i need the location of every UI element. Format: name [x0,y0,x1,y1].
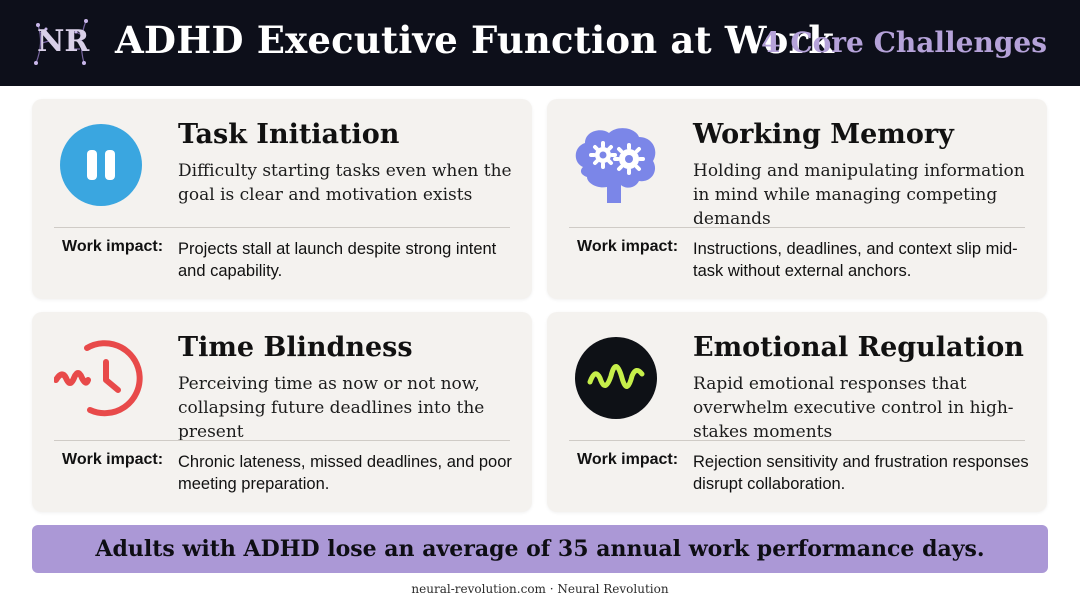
header-bar: NR ADHD Executive Function at Work 4 Cor… [0,0,1080,86]
impact-label: Work impact: [577,451,679,468]
impact-text: Rejection sensitivity and frustration re… [693,453,1029,493]
svg-text:NR: NR [37,24,90,59]
card-description: Perceiving time as now or not now, colla… [178,374,485,442]
card-title: Working Memory [693,119,954,150]
card-working-memory: Working Memory Holding and manipulating … [547,99,1047,299]
banner-text: Adults with ADHD lose an average of 35 a… [95,536,985,562]
card-title: Task Initiation [178,119,400,150]
brain-gears-icon [575,128,656,203]
card-title: Emotional Regulation [693,332,1024,363]
pause-icon [60,124,142,206]
impact-label: Work impact: [577,238,679,255]
impact-text: Chronic lateness, missed deadlines, and … [178,453,512,493]
page-title: ADHD Executive Function at Work [115,18,835,62]
clock-icon [54,340,143,417]
impact-label: Work impact: [62,451,164,468]
card-divider [569,227,1025,228]
impact-text: Projects stall at launch despite strong … [178,240,497,280]
footer-credit: neural-revolution.com · Neural Revolutio… [411,582,669,596]
page-subtitle: 4 Core Challenges [761,26,1047,59]
card-description: Rapid emotional responses that overwhelm… [693,374,1014,442]
card-divider [54,227,510,228]
card-divider [54,440,510,441]
card-task-initiation: Task Initiation Difficulty starting task… [32,99,532,299]
card-title: Time Blindness [178,332,413,363]
card-divider [569,440,1025,441]
wave-icon [575,337,657,419]
card-time-blindness: Time Blindness Perceiving time as now or… [32,312,532,512]
card-description: Holding and manipulating information in … [693,161,1025,229]
impact-label: Work impact: [62,238,164,255]
card-emotional-regulation: Emotional Regulation Rapid emotional res… [547,312,1047,512]
statistic-banner: Adults with ADHD lose an average of 35 a… [32,525,1048,573]
impact-text: Instructions, deadlines, and context sli… [693,240,1018,280]
card-description: Difficulty starting tasks even when the … [178,161,512,205]
neural-revolution-logo: NR [34,19,90,65]
